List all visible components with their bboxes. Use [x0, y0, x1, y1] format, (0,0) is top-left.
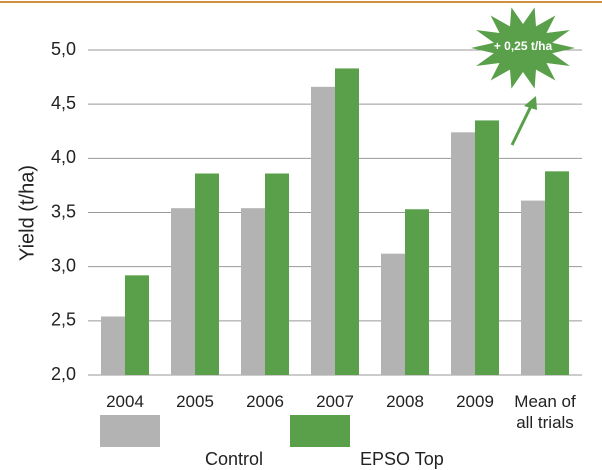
x-tick-label: 2005 — [176, 392, 214, 411]
bar — [475, 120, 499, 376]
bar — [545, 171, 569, 375]
legend-swatch — [290, 415, 350, 447]
bar — [101, 316, 125, 375]
x-tick-label: 2009 — [456, 392, 494, 411]
y-tick-label: 2,0 — [51, 364, 76, 384]
x-tick-label: Mean of all trials — [514, 392, 576, 432]
starburst — [471, 7, 575, 89]
y-tick-label: 3,0 — [51, 255, 76, 275]
bar — [405, 209, 429, 375]
bar — [335, 68, 359, 376]
x-tick-label: 2004 — [106, 392, 144, 411]
bar — [125, 275, 149, 375]
y-axis-label: Yield (t/ha) — [16, 165, 38, 261]
bar — [451, 132, 475, 375]
legend-swatch — [100, 415, 160, 447]
x-tick-label: 2007 — [316, 392, 354, 411]
legend-label: EPSO Top — [360, 449, 444, 469]
bar — [241, 208, 265, 375]
bar — [521, 200, 545, 375]
bar — [381, 253, 405, 375]
y-tick-label: 4,5 — [51, 93, 76, 113]
bar — [171, 208, 195, 375]
annotation: + 0,25 t/ha — [494, 39, 553, 53]
y-tick-label: 3,5 — [51, 201, 76, 221]
y-tick-label: 2,5 — [51, 310, 76, 330]
bar — [311, 86, 335, 375]
bar — [265, 173, 289, 375]
y-tick-label: 4,0 — [51, 147, 76, 167]
bar — [195, 173, 219, 375]
arrow-head — [524, 96, 537, 110]
legend-label: Control — [205, 449, 263, 469]
x-tick-label: 2006 — [246, 392, 284, 411]
arrow-shaft — [510, 103, 534, 146]
x-tick-label: 2008 — [386, 392, 424, 411]
y-tick-label: 5,0 — [51, 39, 76, 59]
